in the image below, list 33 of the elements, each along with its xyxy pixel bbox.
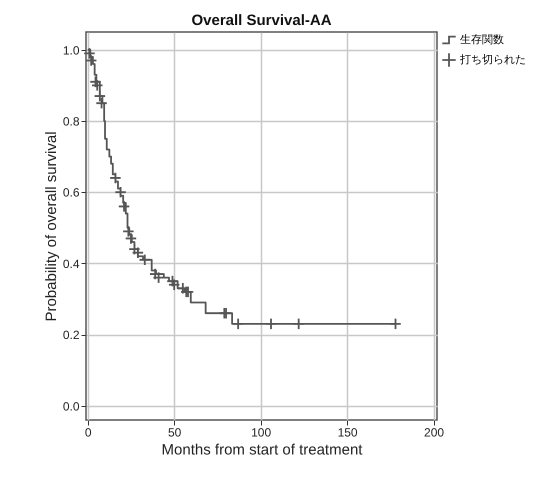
point: [114, 186, 127, 198]
y-tick-label: 0.4: [62, 256, 80, 271]
point: [109, 172, 122, 184]
x-tick-label: 0: [84, 426, 92, 440]
point: [94, 90, 106, 102]
x-tick-label: 150: [338, 426, 358, 440]
point: [95, 97, 108, 110]
point: [152, 271, 165, 284]
y-tick-label: 1.0: [62, 43, 80, 58]
point: [292, 318, 305, 330]
point: [89, 76, 102, 88]
x-axis-title: Months from start of treatment: [162, 442, 364, 458]
x-tick-label: 100: [251, 426, 272, 440]
chart-title: Overall Survival-AA: [191, 12, 332, 29]
y-tick-label: 0.6: [62, 186, 80, 200]
y-tick-label: 0.8: [62, 114, 80, 128]
point: [118, 200, 130, 213]
legend-label: 打ち切られた: [459, 53, 526, 66]
y-tick-label: 0.0: [62, 399, 80, 414]
point: [85, 54, 98, 67]
x-tick-label: 50: [168, 426, 182, 440]
y-tick-label: 0.2: [62, 328, 80, 342]
legend-label: 生存関数: [460, 33, 504, 46]
point: [149, 268, 162, 280]
point: [83, 47, 96, 60]
point: [264, 318, 278, 330]
point: [232, 318, 244, 330]
point: [389, 318, 402, 330]
y-axis-title: Probability of overall survival: [42, 131, 60, 322]
point: [91, 79, 104, 92]
x-tick-label: 200: [424, 426, 444, 440]
point: [166, 275, 179, 288]
point: [128, 242, 141, 256]
